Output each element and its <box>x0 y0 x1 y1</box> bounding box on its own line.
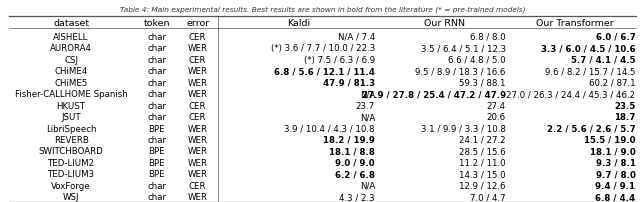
Text: char: char <box>147 56 166 64</box>
Text: char: char <box>147 90 166 99</box>
Text: WER: WER <box>188 147 208 156</box>
Text: 11.2 / 11.0: 11.2 / 11.0 <box>459 158 506 167</box>
Text: WER: WER <box>188 135 208 144</box>
Text: CER: CER <box>189 33 207 42</box>
Text: 9.6 / 8.2 / 15.7 / 14.5: 9.6 / 8.2 / 15.7 / 14.5 <box>545 67 636 76</box>
Text: 27.0 / 26.3 / 24.4 / 45.3 / 46.2: 27.0 / 26.3 / 24.4 / 45.3 / 46.2 <box>506 90 636 99</box>
Text: 60.2 / 87.1: 60.2 / 87.1 <box>589 78 636 87</box>
Text: 27.9 / 27.8 / 25.4 / 47.2 / 47.9: 27.9 / 27.8 / 25.4 / 47.2 / 47.9 <box>362 90 506 99</box>
Text: Fisher-CALLHOME Spanish: Fisher-CALLHOME Spanish <box>15 90 127 99</box>
Text: 6.2 / 6.8: 6.2 / 6.8 <box>335 169 375 178</box>
Text: AISHELL: AISHELL <box>53 33 89 42</box>
Text: N/A / 7.4: N/A / 7.4 <box>338 33 375 42</box>
Text: WER: WER <box>188 192 208 201</box>
Text: 20.6: 20.6 <box>486 113 506 121</box>
Text: Table 4: Main experimental results. Best results are shown in bold from the lite: Table 4: Main experimental results. Best… <box>120 7 525 13</box>
Text: char: char <box>147 135 166 144</box>
Text: 4.3 / 2.3: 4.3 / 2.3 <box>339 192 375 201</box>
Text: 6.8 / 5.6 / 12.1 / 11.4: 6.8 / 5.6 / 12.1 / 11.4 <box>274 67 375 76</box>
Text: 18.2 / 19.9: 18.2 / 19.9 <box>323 135 375 144</box>
Text: 18.1 / 9.0: 18.1 / 9.0 <box>589 147 636 156</box>
Text: 9.5 / 8.9 / 18.3 / 16.6: 9.5 / 8.9 / 18.3 / 16.6 <box>415 67 506 76</box>
Text: AURORA4: AURORA4 <box>50 44 92 53</box>
Text: TED-LIUM3: TED-LIUM3 <box>47 169 95 178</box>
Text: JSUT: JSUT <box>61 113 81 121</box>
Text: CSJ: CSJ <box>64 56 78 64</box>
Text: WER: WER <box>188 158 208 167</box>
Text: 3.3 / 6.0 / 4.5 / 10.6: 3.3 / 6.0 / 4.5 / 10.6 <box>541 44 636 53</box>
Text: N/A: N/A <box>360 181 375 190</box>
Text: SWITCHBOARD: SWITCHBOARD <box>39 147 104 156</box>
Text: 18.7: 18.7 <box>614 113 636 121</box>
Text: (*) 7.5 / 6.3 / 6.9: (*) 7.5 / 6.3 / 6.9 <box>304 56 375 64</box>
Text: 3.1 / 9.9 / 3.3 / 10.8: 3.1 / 9.9 / 3.3 / 10.8 <box>420 124 506 133</box>
Text: LibriSpeech: LibriSpeech <box>46 124 97 133</box>
Text: 27.4: 27.4 <box>486 101 506 110</box>
Text: WER: WER <box>188 124 208 133</box>
Text: char: char <box>147 192 166 201</box>
Text: char: char <box>147 33 166 42</box>
Text: 47.9 / 81.3: 47.9 / 81.3 <box>323 78 375 87</box>
Text: 6.8 / 4.4: 6.8 / 4.4 <box>595 192 636 201</box>
Text: 18.1 / 8.8: 18.1 / 8.8 <box>329 147 375 156</box>
Text: char: char <box>147 113 166 121</box>
Text: 7.0 / 4.7: 7.0 / 4.7 <box>470 192 506 201</box>
Text: VoxForge: VoxForge <box>51 181 91 190</box>
Text: char: char <box>147 181 166 190</box>
Text: 59.3 / 88.1: 59.3 / 88.1 <box>459 78 506 87</box>
Text: HKUST: HKUST <box>56 101 86 110</box>
Text: CHiME4: CHiME4 <box>54 67 88 76</box>
Text: WER: WER <box>188 67 208 76</box>
Text: BPE: BPE <box>148 158 165 167</box>
Text: 6.8 / 8.0: 6.8 / 8.0 <box>470 33 506 42</box>
Text: (*) 3.6 / 7.7 / 10.0 / 22.3: (*) 3.6 / 7.7 / 10.0 / 22.3 <box>271 44 375 53</box>
Text: 28.5 / 15.6: 28.5 / 15.6 <box>459 147 506 156</box>
Text: CER: CER <box>189 56 207 64</box>
Text: char: char <box>147 101 166 110</box>
Text: BPE: BPE <box>148 124 165 133</box>
Text: Kaldi: Kaldi <box>287 19 310 28</box>
Text: N/A: N/A <box>360 113 375 121</box>
Text: 9.0 / 9.0: 9.0 / 9.0 <box>335 158 375 167</box>
Text: char: char <box>147 67 166 76</box>
Text: 3.9 / 10.4 / 4.3 / 10.8: 3.9 / 10.4 / 4.3 / 10.8 <box>284 124 375 133</box>
Text: 9.4 / 9.1: 9.4 / 9.1 <box>595 181 636 190</box>
Text: 12.9 / 12.6: 12.9 / 12.6 <box>459 181 506 190</box>
Text: dataset: dataset <box>53 19 89 28</box>
Text: char: char <box>147 78 166 87</box>
Text: WSJ: WSJ <box>63 192 79 201</box>
Text: 5.7 / 4.1 / 4.5: 5.7 / 4.1 / 4.5 <box>571 56 636 64</box>
Text: BPE: BPE <box>148 169 165 178</box>
Text: WER: WER <box>188 90 208 99</box>
Text: N/A: N/A <box>360 90 375 99</box>
Text: 6.6 / 4.8 / 5.0: 6.6 / 4.8 / 5.0 <box>448 56 506 64</box>
Text: TED-LIUM2: TED-LIUM2 <box>47 158 95 167</box>
Text: token: token <box>143 19 170 28</box>
Text: 24.1 / 27.2: 24.1 / 27.2 <box>459 135 506 144</box>
Text: WER: WER <box>188 44 208 53</box>
Text: CHiME5: CHiME5 <box>54 78 88 87</box>
Text: CER: CER <box>189 181 207 190</box>
Text: 9.7 / 8.0: 9.7 / 8.0 <box>596 169 636 178</box>
Text: 2.2 / 5.6 / 2.6 / 5.7: 2.2 / 5.6 / 2.6 / 5.7 <box>547 124 636 133</box>
Text: CER: CER <box>189 101 207 110</box>
Text: error: error <box>186 19 209 28</box>
Text: Our Transformer: Our Transformer <box>536 19 613 28</box>
Text: 6.0 / 6.7: 6.0 / 6.7 <box>596 33 636 42</box>
Text: Our RNN: Our RNN <box>424 19 465 28</box>
Text: 15.5 / 19.0: 15.5 / 19.0 <box>584 135 636 144</box>
Text: 23.5: 23.5 <box>614 101 636 110</box>
Text: BPE: BPE <box>148 147 165 156</box>
Text: 3.5 / 6.4 / 5.1 / 12.3: 3.5 / 6.4 / 5.1 / 12.3 <box>420 44 506 53</box>
Text: REVERB: REVERB <box>54 135 88 144</box>
Text: 9.3 / 8.1: 9.3 / 8.1 <box>596 158 636 167</box>
Text: char: char <box>147 44 166 53</box>
Text: WER: WER <box>188 169 208 178</box>
Text: 14.3 / 15.0: 14.3 / 15.0 <box>459 169 506 178</box>
Text: WER: WER <box>188 78 208 87</box>
Text: 23.7: 23.7 <box>356 101 375 110</box>
Text: CER: CER <box>189 113 207 121</box>
